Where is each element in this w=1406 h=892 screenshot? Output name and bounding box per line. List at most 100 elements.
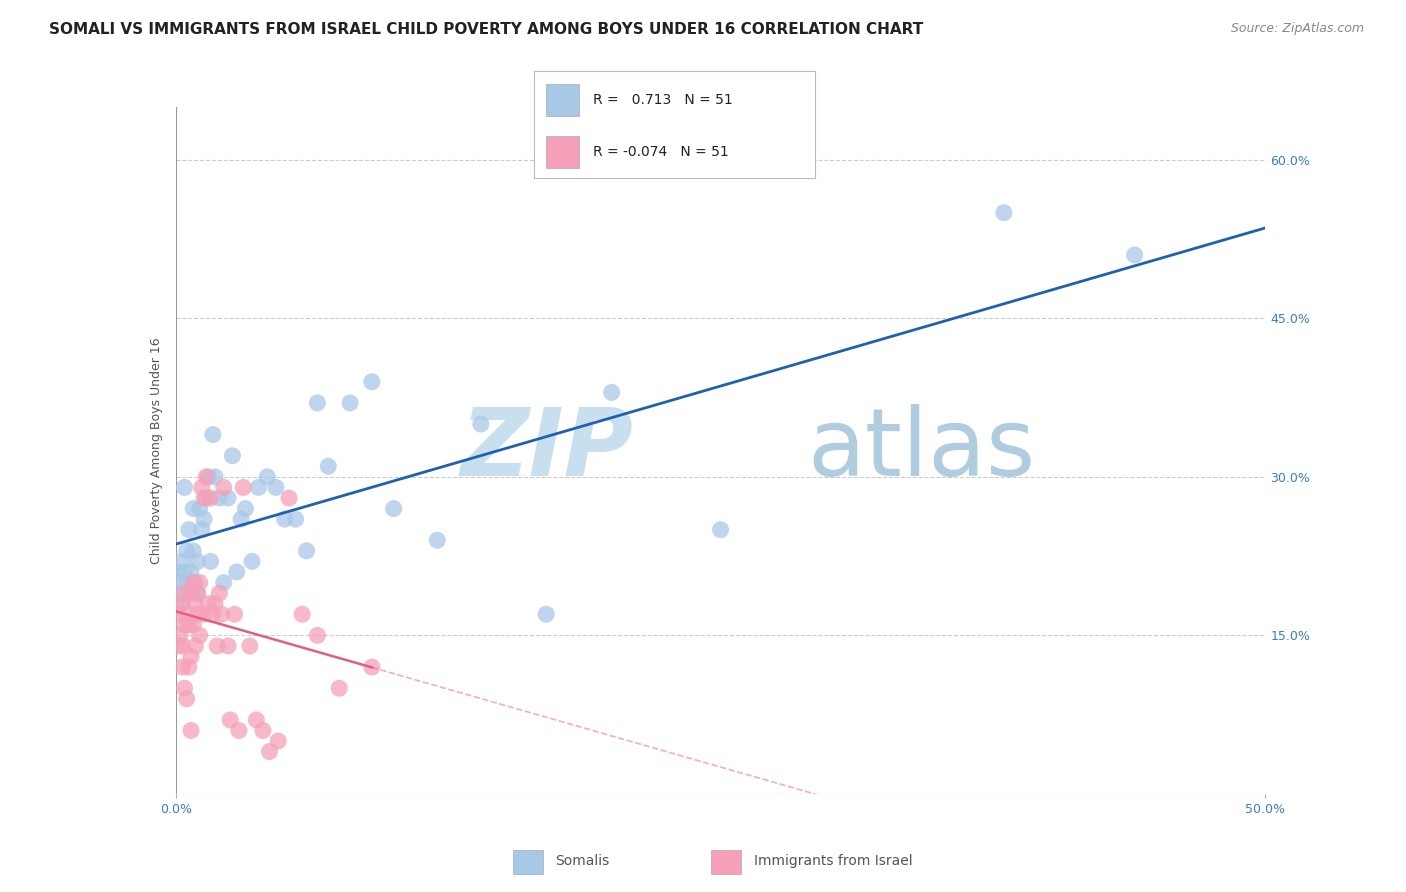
Point [264,480,287,494]
Point [188,628,211,642]
Point [217,639,239,653]
Point [228,723,250,738]
Point [224,607,246,622]
Point [291,607,314,622]
Point [195,470,218,484]
Point [710,523,733,537]
Point [188,575,211,590]
Text: R = -0.074   N = 51: R = -0.074 N = 51 [593,145,730,159]
Point [197,597,219,611]
Point [267,734,290,748]
Point [177,586,200,600]
Text: atlas: atlas [807,404,1036,497]
Point [278,491,301,505]
Point [167,639,190,653]
Point [318,459,340,474]
Point [177,617,200,632]
Point [176,691,198,706]
Point [184,639,207,653]
Bar [513,849,543,874]
Point [247,480,270,494]
Point [176,607,198,622]
Point [181,575,204,590]
Point [201,427,224,442]
Point [172,597,194,611]
Point [186,586,209,600]
Point [169,575,191,590]
Point [191,480,214,494]
Point [193,491,215,505]
Point [193,607,215,622]
Point [195,491,218,505]
Point [204,597,226,611]
Point [180,565,202,579]
Point [186,554,209,568]
Text: SOMALI VS IMMIGRANTS FROM ISRAEL CHILD POVERTY AMONG BOYS UNDER 16 CORRELATION C: SOMALI VS IMMIGRANTS FROM ISRAEL CHILD P… [49,22,924,37]
Point [201,607,224,622]
Point [274,512,297,526]
Point [339,396,361,410]
Bar [546,136,579,168]
Point [284,512,307,526]
Point [172,554,194,568]
Point [259,745,281,759]
Point [205,639,228,653]
Bar [711,849,741,874]
Point [169,586,191,600]
Point [1123,248,1146,262]
Point [173,586,195,600]
Point [172,639,194,653]
Bar [546,84,579,116]
Point [240,554,263,568]
Point [212,480,235,494]
Point [180,586,202,600]
Point [534,607,557,622]
Point [252,723,274,738]
Point [181,501,204,516]
Y-axis label: Child Poverty Among Boys Under 16: Child Poverty Among Boys Under 16 [149,337,163,564]
Point [181,617,204,632]
Point [426,533,449,548]
Point [993,205,1015,219]
Point [232,480,254,494]
Point [172,660,194,674]
Point [217,491,239,505]
Point [173,617,195,632]
Point [176,575,198,590]
Point [169,597,191,611]
Point [470,417,492,431]
Point [600,385,623,400]
Point [295,544,318,558]
Point [180,723,202,738]
Point [197,470,219,484]
Point [176,544,198,558]
Text: R =   0.713   N = 51: R = 0.713 N = 51 [593,94,733,107]
Point [231,512,253,526]
Point [167,565,190,579]
Point [173,681,195,696]
Point [200,491,222,505]
Point [208,491,231,505]
Point [177,660,200,674]
Text: Somalis: Somalis [555,854,610,868]
Point [186,607,209,622]
Point [221,449,243,463]
Point [245,713,267,727]
Point [219,713,242,727]
Point [212,575,235,590]
Point [307,628,329,642]
Point [360,660,382,674]
Point [200,554,222,568]
Point [180,649,202,664]
Point [307,396,329,410]
Point [181,544,204,558]
Point [225,565,247,579]
Point [188,501,211,516]
Point [211,607,233,622]
Point [186,586,209,600]
Point [256,470,278,484]
Point [208,586,231,600]
Point [173,480,195,494]
Text: Immigrants from Israel: Immigrants from Israel [754,854,912,868]
Point [204,470,226,484]
